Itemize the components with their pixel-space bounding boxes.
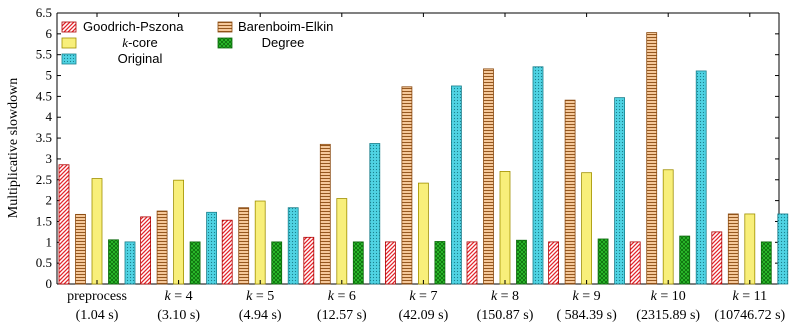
x-labels: preprocess (1.04 s) k = 4 (3.10 s) k = 5 (4.9…	[67, 13, 786, 323]
bar-goodrich-pszona-7	[629, 241, 641, 285]
bar-degree-7	[679, 235, 691, 285]
y-tick-label: 4.5	[36, 88, 52, 103]
bar-goodrich-pszona-1	[140, 216, 152, 285]
legend: Goodrich-Pszona Barenboim-Elkin k-core Degr…	[61, 19, 333, 66]
x-tick-sublabel: (12.57 s)	[317, 308, 367, 323]
bar-barenboim-elkin-5	[483, 68, 494, 285]
bar-degree-2	[271, 241, 283, 285]
bar-barenboim-elkin-7	[646, 32, 658, 285]
bar-k-core-0	[91, 178, 103, 285]
bar-k-core-6	[581, 172, 592, 285]
bar-degree-1	[189, 241, 201, 285]
x-tick-sublabel: (2315.89 s)	[636, 308, 700, 323]
bar-barenboim-elkin-3	[319, 143, 331, 285]
y-tick-label: 3.5	[36, 130, 52, 145]
y-tick-label: 1	[46, 234, 53, 249]
bar-degree-0	[108, 239, 119, 285]
y-tick-label: 1.5	[36, 213, 52, 228]
bar-goodrich-pszona-6	[548, 241, 559, 285]
x-tick-sublabel: ( 584.39 s)	[556, 308, 617, 323]
legend-swatch-k-core	[61, 37, 77, 49]
y-tick-label: 0	[46, 276, 53, 291]
bar-goodrich-pszona-5	[466, 241, 478, 285]
bars	[58, 32, 789, 285]
bar-original-7	[695, 70, 707, 285]
bar-k-core-2	[254, 200, 266, 285]
bar-original-1	[206, 211, 218, 285]
x-tick-label: k = 7	[409, 289, 437, 304]
x-tick-label: k = 6	[328, 289, 356, 304]
bar-original-8	[777, 213, 789, 285]
bar-degree-8	[760, 241, 772, 285]
x-tick-label: k = 9	[573, 289, 601, 304]
x-tick-label: k = 4	[165, 289, 193, 304]
legend-label: Original	[118, 51, 163, 66]
x-tick-sublabel: (1.04 s)	[76, 308, 119, 323]
bar-goodrich-pszona-4	[384, 241, 396, 285]
x-tick-label: k = 5	[246, 289, 274, 304]
y-tick-label: 2.5	[36, 172, 52, 187]
legend-label: k-core	[122, 35, 157, 50]
bar-k-core-8	[744, 213, 756, 285]
bar-degree-4	[434, 241, 446, 285]
bar-barenboim-elkin-0	[75, 213, 86, 285]
legend-label: Goodrich-Pszona	[83, 19, 184, 34]
legend-label: Degree	[262, 35, 305, 50]
bar-degree-3	[352, 241, 364, 285]
bar-degree-6	[597, 238, 609, 285]
x-tick-label: k = 10	[651, 289, 686, 304]
bar-original-0	[124, 241, 136, 285]
y-tick-label: 6.5	[36, 5, 52, 20]
bar-degree-5	[516, 239, 527, 285]
legend-swatch-barenboim-elkin	[217, 21, 233, 33]
y-tick-label: 5	[46, 68, 53, 83]
y-ticks: 0 0.5 1 1.5 2 2.5 3 3.5 4 4.5 5 5.5 6 6.5	[36, 5, 779, 291]
bar-goodrich-pszona-2	[221, 219, 233, 285]
bar-k-core-7	[662, 169, 674, 285]
y-tick-label: 3	[46, 151, 53, 166]
legend-swatch-original	[61, 53, 77, 65]
x-tick-label: k = 8	[491, 289, 519, 304]
bar-k-core-5	[499, 171, 511, 285]
x-tick-sublabel: (42.09 s)	[399, 308, 449, 323]
y-tick-label: 6	[46, 26, 53, 41]
bar-barenboim-elkin-2	[238, 207, 250, 285]
bar-barenboim-elkin-1	[156, 210, 168, 285]
bar-original-2	[287, 207, 299, 285]
x-tick-label: preprocess	[67, 289, 127, 304]
legend-swatch-degree	[217, 37, 233, 49]
legend-swatch-goodrich-pszona	[61, 21, 77, 33]
x-tick-label: k = 11	[732, 289, 767, 304]
bar-original-4	[450, 85, 462, 285]
x-tick-sublabel: (150.87 s)	[477, 308, 534, 323]
bar-barenboim-elkin-8	[727, 213, 739, 285]
y-tick-label: 2	[46, 193, 53, 208]
bar-goodrich-pszona-8	[711, 231, 723, 285]
y-tick-label: 4	[46, 109, 53, 124]
y-tick-label: 0.5	[36, 255, 52, 270]
bar-original-3	[369, 143, 381, 285]
bar-original-6	[614, 97, 625, 285]
x-tick-sublabel: (4.94 s)	[239, 308, 282, 323]
bar-goodrich-pszona-3	[303, 236, 315, 285]
y-axis-label: Multiplicative slowdown	[6, 78, 21, 218]
bar-goodrich-pszona-0	[58, 164, 70, 285]
x-tick-sublabel: (3.10 s)	[157, 308, 200, 323]
bar-barenboim-elkin-6	[564, 99, 576, 285]
bar-original-5	[532, 66, 544, 285]
legend-label: Barenboim-Elkin	[238, 19, 333, 34]
bar-k-core-3	[336, 198, 348, 285]
bar-k-core-1	[173, 179, 185, 285]
x-tick-sublabel: (10746.72 s)	[714, 308, 785, 323]
bar-k-core-4	[417, 182, 429, 285]
y-tick-label: 5.5	[36, 47, 52, 62]
bar-barenboim-elkin-4	[401, 86, 413, 285]
